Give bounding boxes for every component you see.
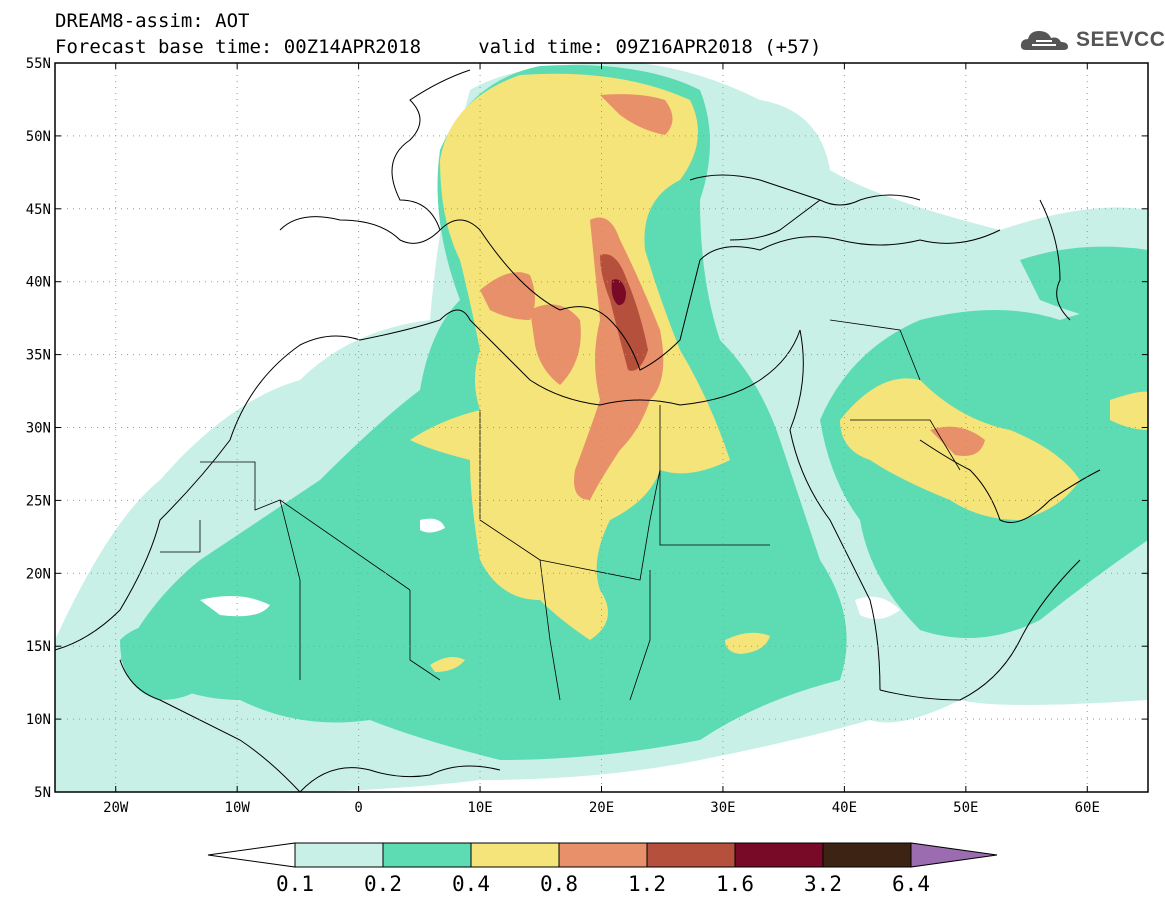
colorbar-under-triangle — [207, 842, 296, 868]
lat-tick-labels: 55N 50N 45N 40N 35N 30N 25N 20N 15N 10N 5N — [26, 56, 51, 801]
country-borders — [160, 319, 961, 701]
lon-label-8: 60E — [1075, 800, 1100, 816]
lat-label-4: 35N — [26, 348, 51, 364]
aot-band-0.8 — [480, 94, 985, 500]
lon-label-5: 30E — [710, 800, 735, 816]
colorbar-label-5: 1.6 — [716, 872, 754, 896]
cloud-icon — [1020, 31, 1068, 50]
colorbar — [207, 842, 998, 868]
lat-label-5: 30N — [26, 421, 51, 437]
axis-ticks — [55, 62, 1148, 793]
colorbar-label-6: 3.2 — [804, 872, 842, 896]
colorbar-swatch-5 — [734, 842, 824, 868]
map-title: DREAM8-assim: AOT — [55, 10, 250, 32]
forecast-times: Forecast base time: 00Z14APR2018 valid t… — [55, 36, 822, 58]
lat-label-0: 55N — [26, 56, 51, 72]
colorbar-swatch-6 — [822, 842, 912, 868]
lat-label-9: 10N — [26, 712, 51, 728]
lon-label-7: 50E — [953, 800, 978, 816]
colorbar-label-0: 0.1 — [276, 872, 314, 896]
colorbar-label-1: 0.2 — [364, 872, 402, 896]
lat-label-8: 15N — [26, 639, 51, 655]
lon-label-3: 10E — [467, 800, 492, 816]
colorbar-label-3: 0.8 — [540, 872, 578, 896]
colorbar-swatch-0 — [294, 842, 384, 868]
lon-label-0: 20W — [103, 800, 129, 816]
logo-text: SEEVCCC — [1076, 28, 1165, 51]
lon-label-1: 10W — [225, 800, 251, 816]
aot-gaps — [200, 518, 900, 619]
lat-label-1: 50N — [26, 129, 51, 145]
colorbar-label-2: 0.4 — [452, 872, 490, 896]
colorbar-swatch-4 — [646, 842, 736, 868]
colorbar-swatch-3 — [558, 842, 648, 868]
lon-label-2: 0 — [354, 800, 362, 816]
colorbar-over-triangle — [910, 842, 998, 868]
lat-label-6: 25N — [26, 493, 51, 509]
coastlines — [55, 69, 1101, 792]
lat-label-7: 20N — [26, 566, 51, 582]
lat-label-10: 5N — [34, 785, 51, 801]
aot-band-1.6 — [611, 279, 626, 306]
colorbar-label-7: 6.4 — [892, 872, 930, 896]
colorbar-swatch-1 — [382, 842, 472, 868]
seevccc-logo: SEEVCCC — [1018, 26, 1165, 56]
gridlines — [55, 63, 1148, 792]
lat-label-3: 40N — [26, 275, 51, 291]
lon-tick-labels: 20W 10W 0 10E 20E 30E 40E 50E 60E — [103, 800, 1100, 816]
lat-label-2: 45N — [26, 202, 51, 218]
colorbar-label-4: 1.2 — [628, 872, 666, 896]
lon-label-6: 40E — [832, 800, 857, 816]
lon-label-4: 20E — [589, 800, 614, 816]
colorbar-swatch-2 — [470, 842, 560, 868]
